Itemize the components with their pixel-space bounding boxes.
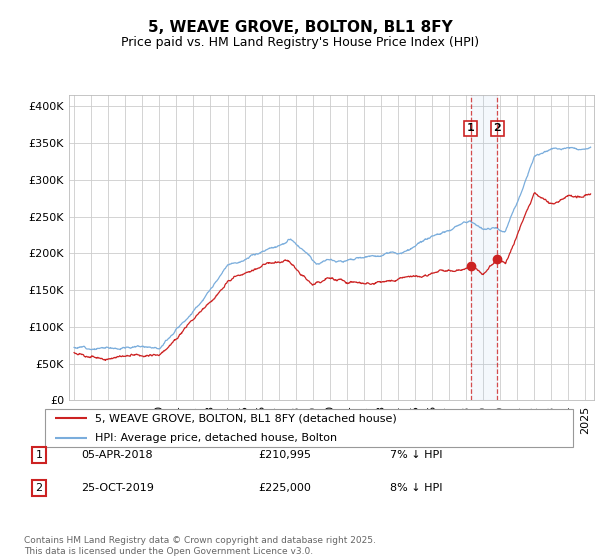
- Text: Price paid vs. HM Land Registry's House Price Index (HPI): Price paid vs. HM Land Registry's House …: [121, 36, 479, 49]
- Text: £210,995: £210,995: [258, 450, 311, 460]
- Text: 25-OCT-2019: 25-OCT-2019: [81, 483, 154, 493]
- Text: Contains HM Land Registry data © Crown copyright and database right 2025.
This d: Contains HM Land Registry data © Crown c…: [24, 536, 376, 556]
- Text: £225,000: £225,000: [258, 483, 311, 493]
- Text: 2: 2: [493, 123, 501, 133]
- Bar: [471, 95, 497, 400]
- Text: 5, WEAVE GROVE, BOLTON, BL1 8FY (detached house): 5, WEAVE GROVE, BOLTON, BL1 8FY (detache…: [95, 413, 397, 423]
- Text: 05-APR-2018: 05-APR-2018: [81, 450, 152, 460]
- Text: 7% ↓ HPI: 7% ↓ HPI: [390, 450, 443, 460]
- FancyBboxPatch shape: [44, 409, 574, 447]
- Text: HPI: Average price, detached house, Bolton: HPI: Average price, detached house, Bolt…: [95, 433, 338, 443]
- Text: 1: 1: [467, 123, 475, 133]
- Text: 5, WEAVE GROVE, BOLTON, BL1 8FY: 5, WEAVE GROVE, BOLTON, BL1 8FY: [148, 20, 452, 35]
- Text: 8% ↓ HPI: 8% ↓ HPI: [390, 483, 443, 493]
- Text: 1: 1: [35, 450, 43, 460]
- Text: 2: 2: [35, 483, 43, 493]
